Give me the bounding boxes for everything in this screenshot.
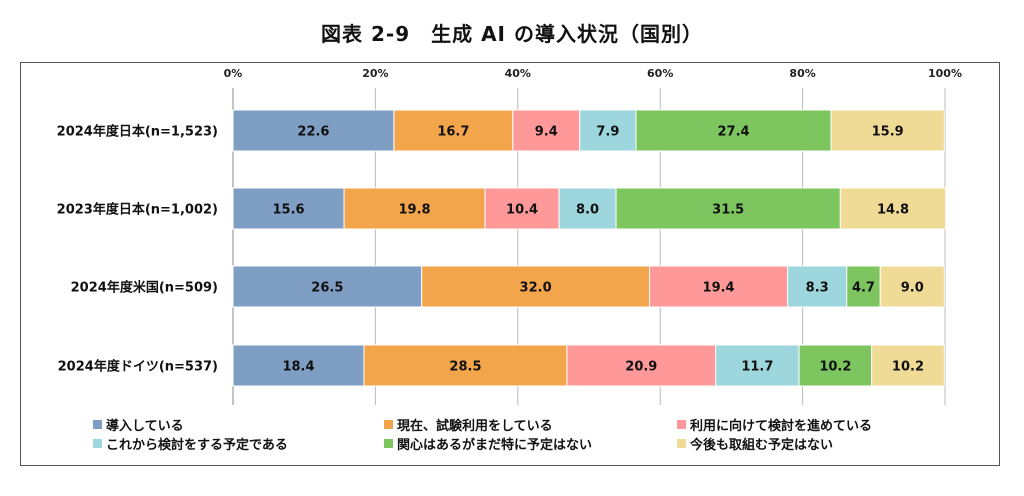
bar-segment (558, 187, 617, 230)
data-label: 27.4 (717, 125, 749, 140)
data-label: 32.0 (520, 281, 552, 296)
category-label: 2024年度日本(n=1,523) (57, 124, 218, 140)
bar-segment (363, 344, 568, 387)
legend-swatch (93, 439, 102, 448)
chart-frame (20, 62, 1000, 466)
legend-swatch (677, 439, 686, 448)
bar-segment (715, 344, 800, 387)
legend-item: 現在、試験利用をしている (384, 415, 553, 434)
bar-segment (579, 109, 637, 152)
data-label: 10.4 (506, 203, 538, 218)
x-tick-label: 20% (362, 67, 388, 80)
bar-segment (421, 265, 651, 308)
bar-segment (615, 187, 841, 230)
legend-label: 導入している (106, 419, 184, 434)
x-tick-label: 60% (647, 67, 673, 80)
data-label: 9.0 (901, 281, 924, 296)
legend-swatch (384, 420, 393, 429)
data-label: 8.3 (806, 281, 829, 296)
bar-segment (846, 265, 881, 308)
data-label: 26.5 (311, 281, 343, 296)
bar-segment (879, 265, 945, 308)
bar-segment (566, 344, 717, 387)
legend-swatch (384, 439, 393, 448)
bar-segment (232, 344, 365, 387)
bar-segment (232, 265, 423, 308)
data-label: 10.2 (819, 360, 851, 375)
bar-segment (232, 109, 395, 152)
data-label: 7.9 (596, 125, 619, 140)
x-tick-label: 100% (928, 67, 962, 80)
bar-segment (871, 344, 945, 387)
data-label: 4.7 (852, 281, 875, 296)
bar-segment (484, 187, 560, 230)
bar-segment (798, 344, 873, 387)
data-label: 28.5 (449, 360, 481, 375)
data-label: 31.5 (712, 203, 744, 218)
bar-segment (787, 265, 848, 308)
data-label: 15.9 (872, 125, 904, 140)
bar-segment (830, 109, 945, 152)
x-tick-label: 80% (789, 67, 815, 80)
data-label: 15.6 (272, 203, 304, 218)
category-label: 2024年度米国(n=509) (71, 280, 218, 296)
legend-label: これから検討をする予定である (106, 438, 288, 453)
data-label: 8.0 (576, 203, 599, 218)
bar-segment (393, 109, 514, 152)
chart-title: 図表 2-9 生成 AI の導入状況（国別） (321, 22, 703, 46)
legend-item: 導入している (93, 415, 184, 434)
legend-swatch (677, 420, 686, 429)
legend-swatch (93, 420, 102, 429)
bar-segment (649, 265, 789, 308)
data-label: 16.7 (437, 125, 469, 140)
legend-label: 今後も取組む予定はない (690, 438, 834, 453)
data-label: 19.8 (399, 203, 431, 218)
legend-item: 今後も取組む予定はない (677, 434, 833, 453)
data-label: 22.6 (297, 125, 329, 140)
legend-label: 現在、試験利用をしている (397, 419, 553, 434)
x-tick-label: 40% (505, 67, 531, 80)
legend-item: 関心はあるがまだ特に予定はない (384, 434, 592, 453)
legend-label: 関心はあるがまだ特に予定はない (397, 438, 593, 453)
data-label: 20.9 (625, 360, 657, 375)
bar-segment (839, 187, 947, 230)
data-label: 10.2 (892, 360, 924, 375)
data-label: 19.4 (703, 281, 735, 296)
legend-item: これから検討をする予定である (93, 434, 288, 453)
data-label: 11.7 (741, 360, 773, 375)
legend-item: 利用に向けて検討を進めている (677, 415, 872, 434)
data-label: 14.8 (877, 203, 909, 218)
category-label: 2024年度ドイツ(n=537) (58, 359, 218, 375)
bar-segment (512, 109, 581, 152)
data-label: 18.4 (282, 360, 314, 375)
legend-label: 利用に向けて検討を進めている (690, 419, 873, 434)
data-label: 9.4 (535, 125, 558, 140)
x-tick-label: 0% (224, 67, 243, 80)
category-label: 2023年度日本(n=1,002) (57, 202, 218, 218)
